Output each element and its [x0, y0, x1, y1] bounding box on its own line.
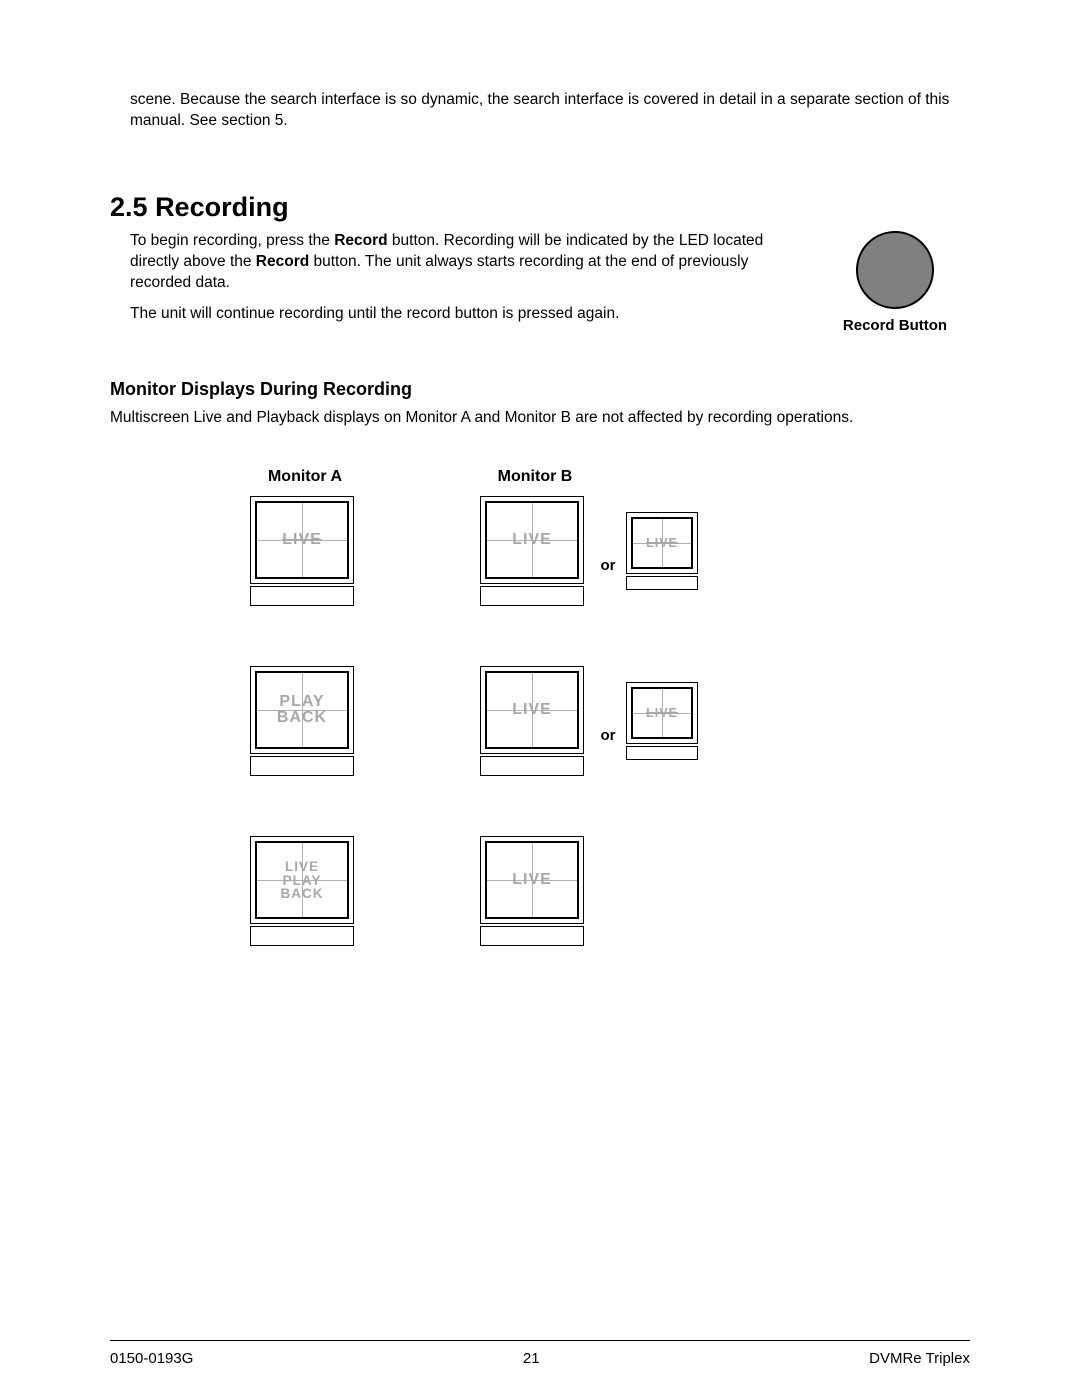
record-button-label: Record Button [820, 317, 970, 334]
bold-record-1: Record [334, 232, 387, 249]
monitor-a-header: Monitor A [250, 468, 360, 486]
screen-label: LIVEPLAYBACK [281, 860, 324, 901]
diagram-row: PLAYBACK LIVE or LIVE [250, 666, 970, 776]
monitor-stand [626, 746, 698, 760]
section-number: 2.5 [110, 192, 148, 222]
monitor-stand [250, 586, 354, 606]
monitor-diagram: Monitor A Monitor B LIVELIVEorLIVEPLAYBA… [250, 468, 970, 946]
text-fragment: To begin recording, press the [130, 232, 334, 249]
recording-body-text: To begin recording, press the Record but… [130, 231, 790, 335]
diagram-row: LIVE LIVE or LIVE [250, 496, 970, 606]
monitor: LIVE [250, 496, 354, 584]
record-button-figure: Record Button [820, 231, 970, 334]
monitor-stand [250, 756, 354, 776]
or-label: or [590, 699, 626, 744]
monitor-stand [480, 586, 584, 606]
screen-label: LIVE [512, 532, 552, 549]
monitor: LIVEPLAYBACK [250, 836, 354, 924]
monitor-screen: PLAYBACK [255, 671, 349, 749]
monitor: LIVE [480, 836, 584, 924]
monitor-stand [250, 926, 354, 946]
monitor-screen: LIVE [631, 517, 693, 569]
monitor-small: LIVE [626, 682, 698, 744]
monitor-screen: LIVE [485, 841, 579, 919]
monitor-screen: LIVE [255, 501, 349, 579]
intro-paragraph: scene. Because the search interface is s… [130, 90, 970, 132]
screen-label: PLAYBACK [277, 694, 327, 728]
section-title: Recording [155, 192, 289, 222]
monitor-screen: LIVE [485, 501, 579, 579]
screen-label: LIVE [646, 537, 678, 550]
bold-record-2: Record [256, 253, 309, 270]
section-heading: 2.5 Recording [110, 192, 970, 223]
screen-label: LIVE [282, 532, 322, 549]
page-footer: 0150-0193G 21 DVMRe Triplex [110, 1350, 970, 1367]
footer-left: 0150-0193G [110, 1350, 193, 1367]
monitor-b-header: Monitor B [480, 468, 590, 486]
footer-right: DVMRe Triplex [869, 1350, 970, 1367]
monitor-stand [626, 576, 698, 590]
screen-label: LIVE [512, 702, 552, 719]
record-button-icon [856, 231, 934, 309]
monitor-displays-paragraph: Multiscreen Live and Playback displays o… [110, 408, 970, 429]
diagram-row: LIVEPLAYBACK LIVE [250, 836, 970, 946]
monitor: LIVE [480, 666, 584, 754]
footer-rule [110, 1340, 970, 1341]
monitor-stand [480, 756, 584, 776]
screen-label: LIVE [646, 707, 678, 720]
monitor-screen: LIVEPLAYBACK [255, 841, 349, 919]
screen-label: LIVE [512, 872, 552, 889]
or-label: or [590, 529, 626, 574]
monitor: LIVE [480, 496, 584, 584]
monitor-screen: LIVE [631, 687, 693, 739]
monitor: PLAYBACK [250, 666, 354, 754]
monitor-displays-heading: Monitor Displays During Recording [110, 379, 970, 400]
monitor-screen: LIVE [485, 671, 579, 749]
recording-para-2: The unit will continue recording until t… [130, 304, 790, 325]
monitor-stand [480, 926, 584, 946]
footer-center: 21 [523, 1350, 540, 1367]
monitor-small: LIVE [626, 512, 698, 574]
